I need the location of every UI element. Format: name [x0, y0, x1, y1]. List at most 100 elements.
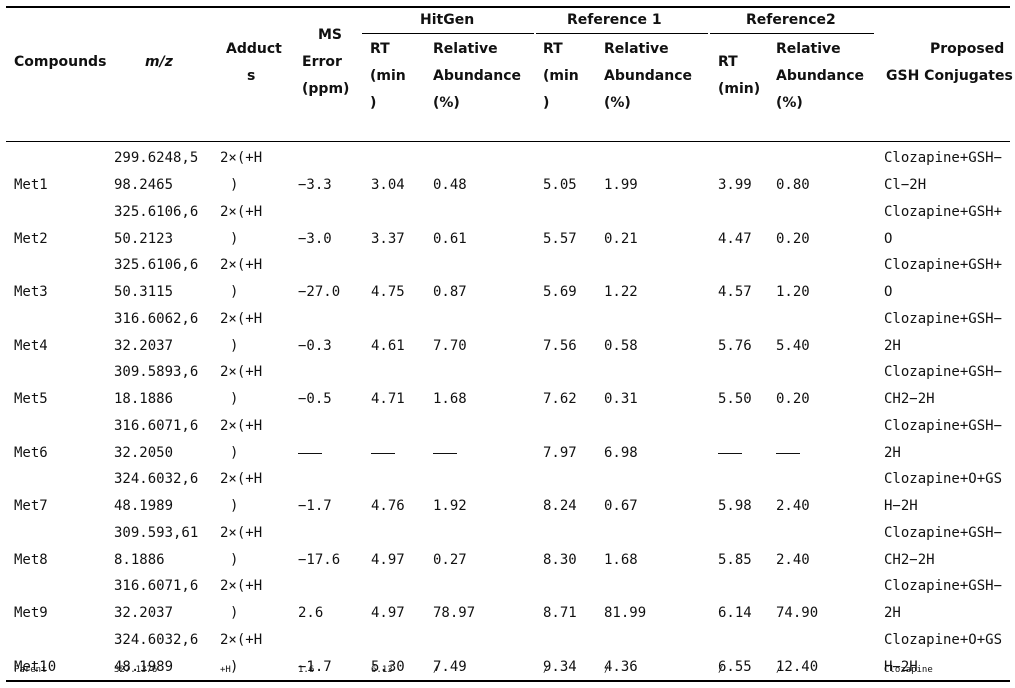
- parent-hg-ra: /: [433, 665, 439, 675]
- gsh-line-2: CH2−2H: [884, 391, 935, 407]
- err-dash: [298, 452, 322, 454]
- adduct-line-1: 2×(+H: [220, 417, 263, 434]
- gsh-line-2: 2H: [884, 605, 901, 621]
- hg-ra-value: 1.68: [433, 391, 467, 407]
- r2-rt-value: 6.55: [718, 658, 752, 675]
- header-r1-ra-3: (%): [604, 95, 631, 111]
- parent-name: Parent: [14, 665, 47, 675]
- r1-rt-value: 7.62: [543, 391, 577, 407]
- r2-ra-value: 0.20: [776, 391, 810, 407]
- hg-ra-value: 7.70: [433, 337, 467, 354]
- header-hg-ra-3: (%): [433, 95, 460, 111]
- r2-rt-value: 6.14: [718, 605, 752, 621]
- header-r2-ra-2: Abundance: [776, 68, 865, 84]
- r1-rt-value: 5.57: [543, 230, 577, 247]
- err-value: −3.0: [298, 230, 332, 247]
- compound-name: Met5: [14, 391, 48, 407]
- header-hg-rt-3: ): [370, 95, 377, 111]
- header-ms-error-2: Error: [302, 54, 342, 70]
- header-r2-rt-2: (min): [718, 81, 761, 97]
- mz-line-2: 50.2123: [114, 230, 174, 247]
- header-group-hitgen: HitGen: [420, 12, 475, 28]
- r1-ra-value: 0.58: [604, 337, 638, 354]
- r2-ra-value: 2.40: [776, 551, 810, 568]
- adduct-line-2: ): [230, 391, 239, 407]
- r1-ra-value: 81.99: [604, 605, 647, 621]
- mz-line-1: 324.6032,6: [114, 631, 199, 648]
- header-adducts-2: s: [247, 68, 256, 84]
- gsh-line-2: 2H: [884, 337, 901, 354]
- hg-ra-value: 78.97: [433, 605, 476, 621]
- table-top-rule: [6, 6, 1010, 8]
- r2-rt-value: 3.99: [718, 177, 752, 193]
- compound-name: Met7: [14, 498, 48, 514]
- r1-ra-value: 4.36: [604, 658, 638, 675]
- gsh-line-1: Clozapine+GSH−: [884, 578, 1003, 594]
- adduct-line-1: 2×(+H: [220, 524, 263, 541]
- header-ms-error-3: (ppm): [302, 81, 350, 97]
- adduct-line-2: ): [230, 658, 239, 675]
- parent-mz: 327.1376: [114, 665, 158, 675]
- gsh-line-2: O: [884, 230, 893, 247]
- hg-rt-value: 3.04: [371, 177, 405, 193]
- r2-rt-value: 5.76: [718, 337, 752, 354]
- gsh-line-1: Clozapine+O+GS: [884, 631, 1003, 648]
- r2-rt-value: 5.98: [718, 498, 752, 514]
- table-bottom-rule: [6, 680, 1010, 682]
- r2-rt-dash: [718, 452, 742, 454]
- r2-rt-value: 4.57: [718, 284, 752, 300]
- r1-ra-value: 1.99: [604, 177, 638, 193]
- r1-ra-value: 0.31: [604, 391, 638, 407]
- compound-name: Met10: [14, 658, 57, 675]
- mz-line-2: 32.2037: [114, 605, 174, 621]
- mz-line-1: 324.6032,6: [114, 471, 199, 487]
- compound-name: Met6: [14, 444, 48, 461]
- header-hg-rt-1: RT: [370, 41, 390, 57]
- r2-ra-value: 5.40: [776, 337, 810, 354]
- parent-r2-rt: /: [718, 665, 724, 675]
- adduct-line-2: ): [230, 444, 239, 461]
- r2-rt-value: 4.47: [718, 230, 752, 247]
- gsh-line-1: Clozapine+GSH−: [884, 417, 1003, 434]
- r1-rt-value: 5.05: [543, 177, 577, 193]
- compound-name: Met4: [14, 337, 48, 354]
- adduct-line-2: ): [230, 605, 239, 621]
- r1-ra-value: 0.21: [604, 230, 638, 247]
- r1-rt-value: 8.71: [543, 605, 577, 621]
- mz-line-2: 48.1989: [114, 498, 174, 514]
- mz-line-2: 50.3115: [114, 284, 174, 300]
- parent-r1-rt: /: [543, 665, 549, 675]
- r2-ra-value: 1.20: [776, 284, 810, 300]
- err-value: −0.5: [298, 391, 332, 407]
- header-r1-ra-2: Abundance: [604, 68, 693, 84]
- mz-line-2: 8.1886: [114, 551, 165, 568]
- adduct-line-1: 2×(+H: [220, 203, 263, 220]
- header-r2-ra-1: Relative: [776, 41, 841, 57]
- gsh-line-2: Cl−2H: [884, 177, 927, 193]
- hg-rt-value: 4.61: [371, 337, 405, 354]
- hg-rt-value: 4.75: [371, 284, 405, 300]
- mz-line-2: 48.1989: [114, 658, 174, 675]
- err-value: −0.3: [298, 337, 332, 354]
- parent-hg-rt: 6.13: [371, 665, 393, 675]
- gsh-line-2: 2H: [884, 444, 901, 461]
- hitgen-group-rule: [362, 33, 534, 34]
- gsh-line-1: Clozapine+GSH−: [884, 524, 1003, 541]
- adduct-line-2: ): [230, 230, 239, 247]
- r2-rt-value: 5.85: [718, 551, 752, 568]
- r1-rt-value: 8.24: [543, 498, 577, 514]
- r2-ra-value: 74.90: [776, 605, 819, 621]
- r2-ra-value: 12.40: [776, 658, 819, 675]
- err-value: −27.0: [298, 284, 341, 300]
- mz-line-1: 299.6248,5: [114, 150, 199, 166]
- header-compounds: Compounds: [14, 54, 107, 70]
- compound-name: Met8: [14, 551, 48, 568]
- gsh-line-1: Clozapine+GSH+: [884, 257, 1003, 273]
- mz-line-2: 98.2465: [114, 177, 174, 193]
- r1-ra-value: 1.22: [604, 284, 638, 300]
- header-proposed-1: Proposed: [930, 41, 1005, 57]
- err-value: 2.6: [298, 605, 324, 621]
- hg-ra-value: 0.27: [433, 551, 467, 568]
- r1-rt-value: 7.56: [543, 337, 577, 354]
- hg-rt-value: 3.37: [371, 230, 405, 247]
